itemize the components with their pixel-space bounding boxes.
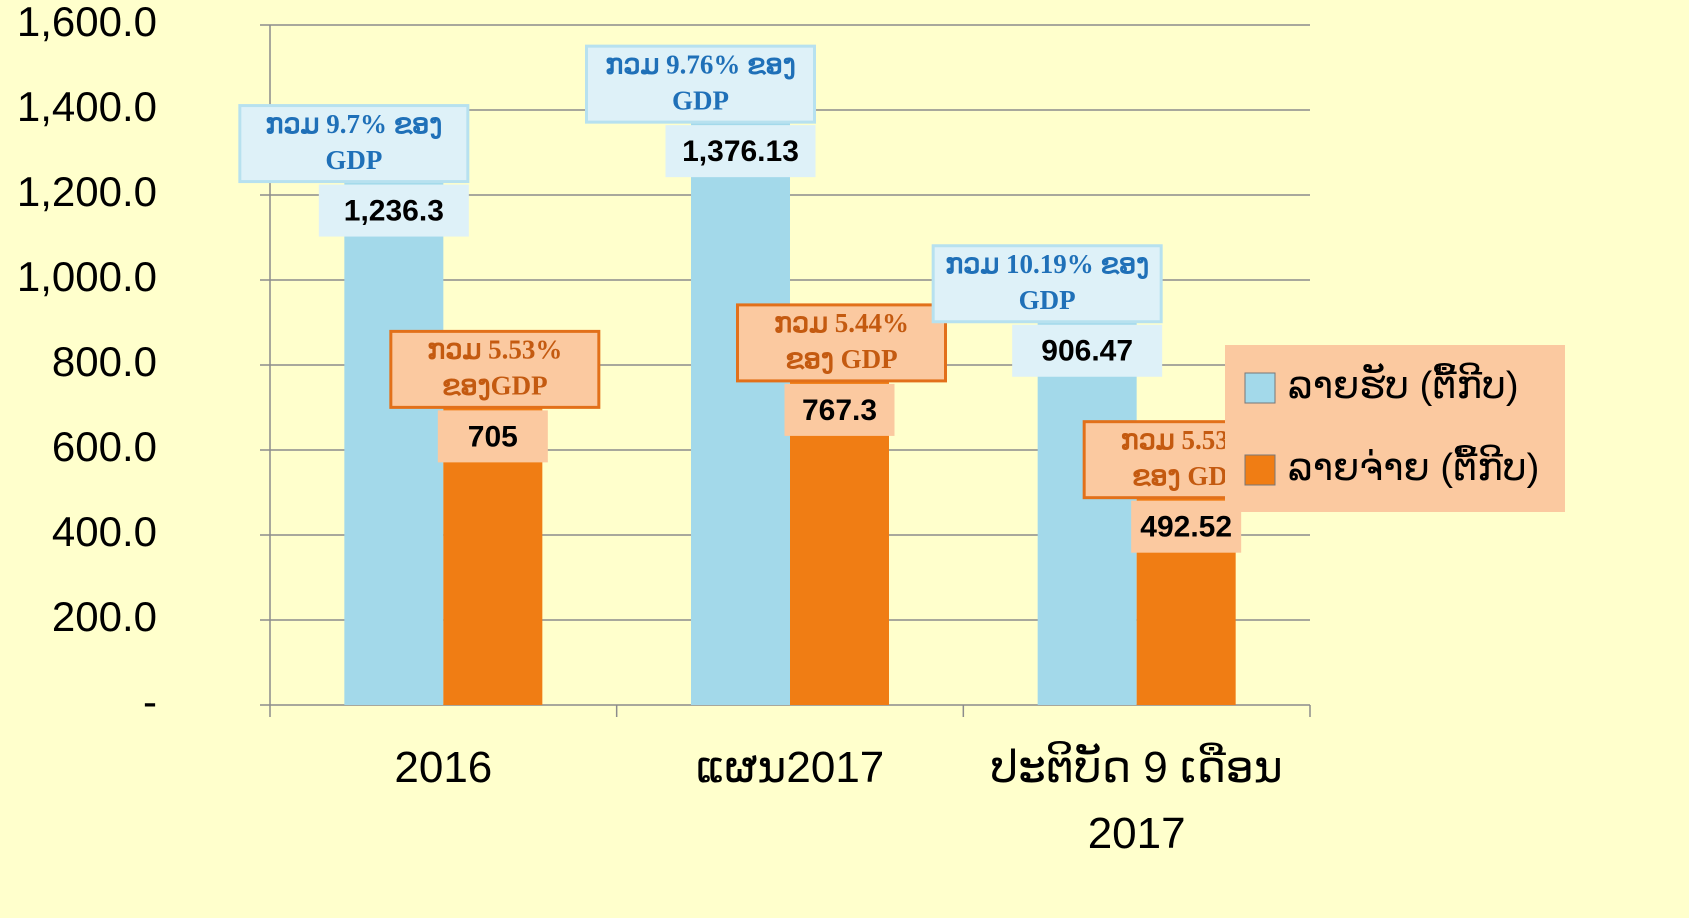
y-tick-label: 400.0 [52, 508, 157, 555]
x-tick-label: 2016 [394, 743, 493, 792]
x-tick-label: ແຜນ2017 [695, 743, 885, 792]
value-label: 1,376.13 [682, 135, 799, 168]
legend-label: ລາຍຈ່າຍ (ຕື້ກີບ) [1288, 445, 1539, 489]
y-tick-label: 1,000.0 [17, 253, 157, 300]
value-label-box [665, 125, 816, 178]
annotation: ຂອງ GDP [785, 344, 897, 375]
annotation: ກວມ 10.19% ຂອງ [945, 249, 1149, 280]
legend-swatch [1244, 454, 1276, 486]
annotation: GDP [672, 85, 729, 115]
annotation: ກວມ 9.76% ຂອງ [605, 49, 795, 80]
annotation: ກວມ 5.53% [427, 335, 562, 365]
annotation-box [585, 44, 816, 124]
y-tick-label: 1,600.0 [17, 0, 157, 45]
y-tick-label: - [143, 678, 157, 725]
annotation-box [736, 303, 947, 383]
value-label: 906.47 [1041, 335, 1133, 368]
annotation-box [389, 329, 601, 409]
annotation: ກວມ 9.7% ຂອງ [265, 109, 442, 140]
annotation-box [238, 104, 470, 184]
bar [691, 120, 790, 705]
annotation: GDP [325, 145, 382, 175]
value-label: 767.3 [802, 394, 877, 427]
legend-box [1225, 345, 1565, 512]
bar [1037, 319, 1137, 705]
value-label-box [318, 184, 469, 237]
annotation-box [931, 244, 1163, 324]
annotation: GDP [1019, 285, 1076, 315]
y-tick-label: 800.0 [52, 338, 157, 385]
value-label: 705 [468, 420, 518, 453]
value-label-box [1131, 500, 1242, 553]
annotation: ຂອງGDP [442, 371, 548, 402]
value-label: 492.52 [1140, 511, 1232, 544]
y-tick-label: 600.0 [52, 423, 157, 470]
y-tick-label: 1,400.0 [17, 83, 157, 130]
value-label-box [784, 383, 895, 436]
value-label: 1,236.3 [344, 194, 444, 227]
x-tick-label: ປະຕິບັດ 9 ເດືອນ 2017 [990, 743, 1283, 858]
annotation: ກວມ 5.44% [774, 308, 909, 338]
value-label-box [1012, 324, 1163, 377]
y-tick-label: 1,200.0 [17, 168, 157, 215]
legend-label: ລາຍຮັບ (ຕື້ກີບ) [1288, 363, 1519, 408]
y-tick-label: 200.0 [52, 593, 157, 640]
bar [344, 179, 444, 705]
legend-swatch [1244, 372, 1276, 404]
value-label-box [437, 410, 548, 463]
